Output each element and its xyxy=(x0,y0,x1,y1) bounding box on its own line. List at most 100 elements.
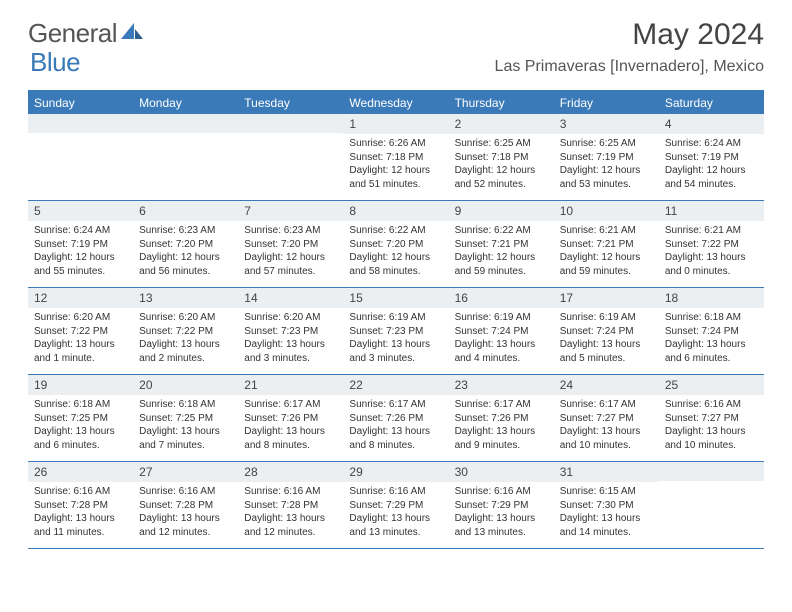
sunrise-text: Sunrise: 6:19 AM xyxy=(349,311,442,325)
sunset-text: Sunset: 7:23 PM xyxy=(349,325,442,339)
day-number: 9 xyxy=(449,201,554,221)
day-number: 25 xyxy=(659,375,764,395)
sunset-text: Sunset: 7:24 PM xyxy=(560,325,653,339)
sunset-text: Sunset: 7:19 PM xyxy=(560,151,653,165)
calendar-cell: 14Sunrise: 6:20 AMSunset: 7:23 PMDayligh… xyxy=(238,288,343,374)
daylight-text: Daylight: 13 hours and 3 minutes. xyxy=(349,338,442,365)
calendar-cell: 27Sunrise: 6:16 AMSunset: 7:28 PMDayligh… xyxy=(133,462,238,548)
day-number: 15 xyxy=(343,288,448,308)
calendar-cell: 30Sunrise: 6:16 AMSunset: 7:29 PMDayligh… xyxy=(449,462,554,548)
day-number: 30 xyxy=(449,462,554,482)
day-info: Sunrise: 6:17 AMSunset: 7:26 PMDaylight:… xyxy=(238,395,343,457)
daylight-text: Daylight: 13 hours and 11 minutes. xyxy=(34,512,127,539)
daylight-text: Daylight: 12 hours and 53 minutes. xyxy=(560,164,653,191)
day-number: 7 xyxy=(238,201,343,221)
calendar-cell: 12Sunrise: 6:20 AMSunset: 7:22 PMDayligh… xyxy=(28,288,133,374)
page-header: General May 2024 Las Primaveras [Inverna… xyxy=(0,0,792,82)
sunset-text: Sunset: 7:23 PM xyxy=(244,325,337,339)
calendar-cell xyxy=(659,462,764,548)
daylight-text: Daylight: 13 hours and 3 minutes. xyxy=(244,338,337,365)
sunrise-text: Sunrise: 6:20 AM xyxy=(139,311,232,325)
calendar-cell: 15 Sunrise: 6:19 AMSunset: 7:23 PMDayligh… xyxy=(343,288,448,374)
location-subtitle: Las Primaveras [Invernadero], Mexico xyxy=(495,58,764,76)
daylight-text: Daylight: 13 hours and 13 minutes. xyxy=(349,512,442,539)
day-number: 21 xyxy=(238,375,343,395)
sunrise-text: Sunrise: 6:23 AM xyxy=(244,224,337,238)
day-number: 19 xyxy=(28,375,133,395)
sunrise-text: Sunrise: 6:19 AM xyxy=(560,311,653,325)
sunset-text: Sunset: 7:28 PM xyxy=(244,499,337,513)
calendar-cell: 3Sunrise: 6:25 AMSunset: 7:19 PMDaylight… xyxy=(554,114,659,200)
title-block: May 2024 Las Primaveras [Invernadero], M… xyxy=(495,18,764,76)
sunrise-text: Sunrise: 6:20 AM xyxy=(244,311,337,325)
daylight-text: Daylight: 13 hours and 0 minutes. xyxy=(665,251,758,278)
sunset-text: Sunset: 7:21 PM xyxy=(560,238,653,252)
sunrise-text: Sunrise: 6:16 AM xyxy=(244,485,337,499)
sunset-text: Sunset: 7:30 PM xyxy=(560,499,653,513)
day-info: Sunrise: 6:16 AMSunset: 7:27 PMDaylight:… xyxy=(659,395,764,457)
sunset-text: Sunset: 7:26 PM xyxy=(349,412,442,426)
day-number xyxy=(133,114,238,133)
calendar-week: 12Sunrise: 6:20 AMSunset: 7:22 PMDayligh… xyxy=(28,288,764,375)
day-info: Sunrise: 6:22 AMSunset: 7:21 PMDaylight:… xyxy=(449,221,554,283)
sunset-text: Sunset: 7:25 PM xyxy=(34,412,127,426)
sunset-text: Sunset: 7:26 PM xyxy=(455,412,548,426)
sunset-text: Sunset: 7:18 PM xyxy=(455,151,548,165)
day-info: Sunrise: 6:15 AMSunset: 7:30 PMDaylight:… xyxy=(554,482,659,544)
logo-text-2: Blue xyxy=(30,47,80,77)
day-number: 6 xyxy=(133,201,238,221)
daylight-text: Daylight: 12 hours and 56 minutes. xyxy=(139,251,232,278)
daylight-text: Daylight: 13 hours and 8 minutes. xyxy=(244,425,337,452)
day-number: 1 xyxy=(343,114,448,134)
day-info: Sunrise: 6:17 AMSunset: 7:27 PMDaylight:… xyxy=(554,395,659,457)
calendar-cell: 21Sunrise: 6:17 AMSunset: 7:26 PMDayligh… xyxy=(238,375,343,461)
day-number: 22 xyxy=(343,375,448,395)
calendar-cell: 8Sunrise: 6:22 AMSunset: 7:20 PMDaylight… xyxy=(343,201,448,287)
day-number: 5 xyxy=(28,201,133,221)
sunset-text: Sunset: 7:24 PM xyxy=(455,325,548,339)
sunrise-text: Sunrise: 6:25 AM xyxy=(455,137,548,151)
day-info: Sunrise: 6:20 AMSunset: 7:23 PMDaylight:… xyxy=(238,308,343,370)
sunrise-text: Sunrise: 6:17 AM xyxy=(244,398,337,412)
day-header-thu: Thursday xyxy=(449,92,554,114)
sunrise-text: Sunrise: 6:21 AM xyxy=(560,224,653,238)
day-number: 13 xyxy=(133,288,238,308)
logo-text-1: General xyxy=(28,18,117,49)
calendar-cell xyxy=(238,114,343,200)
daylight-text: Daylight: 13 hours and 4 minutes. xyxy=(455,338,548,365)
sunset-text: Sunset: 7:21 PM xyxy=(455,238,548,252)
day-info: Sunrise: 6:26 AMSunset: 7:18 PMDaylight:… xyxy=(343,134,448,196)
calendar: Sunday Monday Tuesday Wednesday Thursday… xyxy=(28,90,764,549)
calendar-cell: 20Sunrise: 6:18 AMSunset: 7:25 PMDayligh… xyxy=(133,375,238,461)
day-number: 12 xyxy=(28,288,133,308)
sunrise-text: Sunrise: 6:17 AM xyxy=(349,398,442,412)
sunrise-text: Sunrise: 6:21 AM xyxy=(665,224,758,238)
day-number: 28 xyxy=(238,462,343,482)
daylight-text: Daylight: 12 hours and 59 minutes. xyxy=(560,251,653,278)
day-number xyxy=(238,114,343,133)
sunset-text: Sunset: 7:29 PM xyxy=(349,499,442,513)
day-info: Sunrise: 6:16 AMSunset: 7:28 PMDaylight:… xyxy=(133,482,238,544)
calendar-cell: 17Sunrise: 6:19 AMSunset: 7:24 PMDayligh… xyxy=(554,288,659,374)
day-info: Sunrise: 6:17 AMSunset: 7:26 PMDaylight:… xyxy=(343,395,448,457)
sunset-text: Sunset: 7:20 PM xyxy=(244,238,337,252)
calendar-cell: 31Sunrise: 6:15 AMSunset: 7:30 PMDayligh… xyxy=(554,462,659,548)
day-header-sun: Sunday xyxy=(28,92,133,114)
day-header-wed: Wednesday xyxy=(343,92,448,114)
calendar-cell: 1Sunrise: 6:26 AMSunset: 7:18 PMDaylight… xyxy=(343,114,448,200)
sunrise-text: Sunrise: 6:17 AM xyxy=(560,398,653,412)
day-number: 10 xyxy=(554,201,659,221)
day-info: Sunrise: 6:20 AMSunset: 7:22 PMDaylight:… xyxy=(133,308,238,370)
day-info: Sunrise: 6:16 AMSunset: 7:28 PMDaylight:… xyxy=(238,482,343,544)
day-info: Sunrise: 6:20 AMSunset: 7:22 PMDaylight:… xyxy=(28,308,133,370)
sunrise-text: Sunrise: 6:18 AM xyxy=(139,398,232,412)
day-number: 23 xyxy=(449,375,554,395)
sunrise-text: Sunrise: 6:17 AM xyxy=(455,398,548,412)
day-number xyxy=(659,462,764,481)
sunrise-text: Sunrise: 6:16 AM xyxy=(665,398,758,412)
calendar-cell xyxy=(133,114,238,200)
day-info: Sunrise: 6:23 AMSunset: 7:20 PMDaylight:… xyxy=(238,221,343,283)
calendar-cell: 5Sunrise: 6:24 AMSunset: 7:19 PMDaylight… xyxy=(28,201,133,287)
calendar-week: 26Sunrise: 6:16 AMSunset: 7:28 PMDayligh… xyxy=(28,462,764,549)
sunrise-text: Sunrise: 6:26 AM xyxy=(349,137,442,151)
